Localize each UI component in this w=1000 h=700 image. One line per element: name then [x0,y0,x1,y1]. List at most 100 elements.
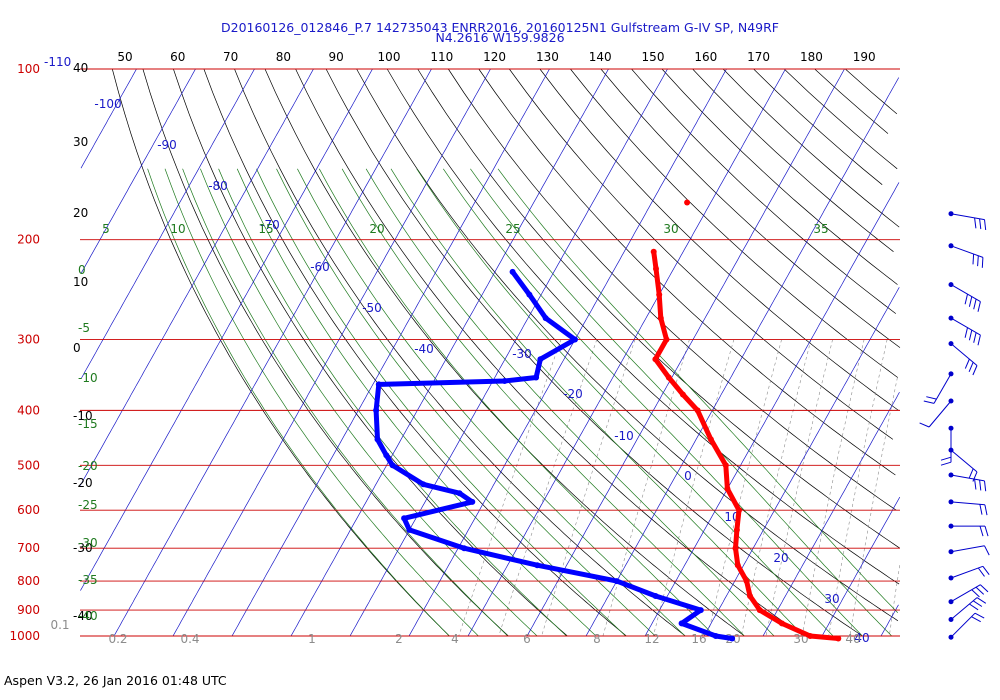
temperature-point [756,607,763,614]
dry-adiabat-line [478,68,896,476]
mixing-ratio-line [653,339,735,637]
isotherm-line [81,68,255,379]
moist-adiabat-line [318,168,715,637]
wind-barb-staff [950,317,981,336]
moist-adiabat-line [182,168,508,637]
wind-barb [948,499,988,516]
dewpoint-point [697,607,704,614]
isotherm-line [821,496,901,637]
moist-adiabat-line [416,168,834,637]
dry-adiabat-line [845,68,898,115]
isotherm-label: -50 [362,301,382,315]
isotherms [79,68,901,637]
wind-barb-flag [984,525,989,537]
theta-axis-label: -30 [78,536,98,550]
moist-adiabat-line [256,168,626,637]
height-axis-label: 20 [73,206,88,220]
wind-barb-flag [981,257,984,268]
wind-barb-flag [984,219,987,231]
pressure-tick-label: 800 [17,574,40,588]
isotherm-line [79,68,314,486]
temperature-point [733,526,740,533]
mixing-ratio-line [741,339,812,637]
isotherm-label: -30 [512,347,532,361]
mixing-ratio-line [707,339,782,637]
chart-subtitle: N4.2616 W159.9826 [435,30,565,45]
moist-adiabat-line [236,168,597,637]
dry-adiabat-line [631,68,897,314]
wind-barb-flag [972,600,983,607]
top-axis-tick-label: 70 [223,50,238,64]
isotherm-line [703,287,900,637]
wind-barb [940,425,954,466]
wind-barb-flag [964,358,970,369]
temperature-isolated-point [684,199,691,206]
temperature-point [747,593,753,599]
isotherm-line [408,68,727,637]
wind-barb-flag [979,218,982,230]
wind-barb-flag [977,255,979,267]
temperature-point [707,436,714,443]
wind-barb-staff [950,597,978,620]
dewpoint-point [526,291,533,298]
mixing-ratio-label: 0.1 [50,618,69,632]
dry-adiabat-line [386,68,900,585]
wind-barb [948,211,987,231]
mixing-ratio-label: 6 [523,632,531,646]
dry-adiabat-line [111,68,450,637]
mixing-ratio-line [602,339,690,637]
temperature-point [724,485,731,492]
dry-adiabat-line [264,68,745,637]
mixing-ratio-line [849,377,898,637]
temperature-point [679,391,686,398]
dewpoint-point [534,562,541,569]
wind-barb-staff [950,213,985,221]
wind-barb-flag [982,565,990,576]
wind-barb-flag [968,468,974,479]
isotherm-line [80,68,373,591]
pressure-tick-label: 100 [17,62,40,76]
temperature-point [736,507,742,514]
moist-adiabat-label: 35 [813,222,828,236]
pressure-tick-label: 700 [17,541,40,555]
mixing-ratio-line [458,339,562,637]
mixing-ratio-line [765,339,833,637]
dry-adiabat-line [173,68,568,637]
moist-adiabat-line [276,168,656,637]
isotherm-line [644,182,900,637]
dewpoint-point [389,462,396,469]
temperature-point [657,315,664,322]
dry-adiabat-line [142,68,509,637]
temperature-point [732,545,739,552]
theta-axis-label: -10 [78,371,98,385]
wind-barb-flag [980,584,989,593]
temperature-point [734,562,741,569]
wind-barb-flag [977,334,981,346]
wind-barb-flag [973,332,977,343]
mixing-ratio-label: 12 [644,632,659,646]
moist-adiabat-label: 30 [663,222,678,236]
mixing-ratio-label: 1 [308,632,316,646]
top-axis-tick-label: 130 [536,50,559,64]
dewpoint-point [456,490,463,497]
moist-adiabat-line [470,168,892,637]
wind-barb-flag [975,586,985,595]
temperature-point [653,265,659,272]
top-axis-tick-label: 160 [694,50,717,64]
temperature-point [778,620,785,627]
dewpoint-point [501,378,508,384]
top-axis-tick-label: 80 [276,50,291,64]
pressure-tick-label: 300 [17,333,40,347]
wind-barb-flag [971,616,981,623]
moist-adiabats [147,168,899,637]
dewpoint-point [374,436,381,443]
pressure-tick-label: 200 [17,233,40,247]
theta-axis-label: -35 [78,573,98,587]
wind-barb-flag [979,525,984,537]
wind-barb [948,472,987,492]
wind-barb-staff [950,474,985,482]
wind-barb [948,565,990,581]
temperature-point [652,356,659,363]
dewpoint-series [373,268,736,642]
